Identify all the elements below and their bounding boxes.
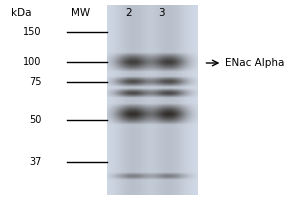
Text: 150: 150 (23, 27, 41, 37)
Text: 3: 3 (158, 8, 164, 18)
Text: MW: MW (71, 8, 91, 18)
Text: kDa: kDa (11, 8, 32, 18)
Text: 2: 2 (125, 8, 132, 18)
Text: 100: 100 (23, 57, 41, 67)
Text: 75: 75 (29, 77, 41, 87)
Text: 37: 37 (29, 157, 41, 167)
Text: 50: 50 (29, 115, 41, 125)
Bar (107, 5, 198, 195)
Text: ENac Alpha: ENac Alpha (225, 58, 285, 68)
